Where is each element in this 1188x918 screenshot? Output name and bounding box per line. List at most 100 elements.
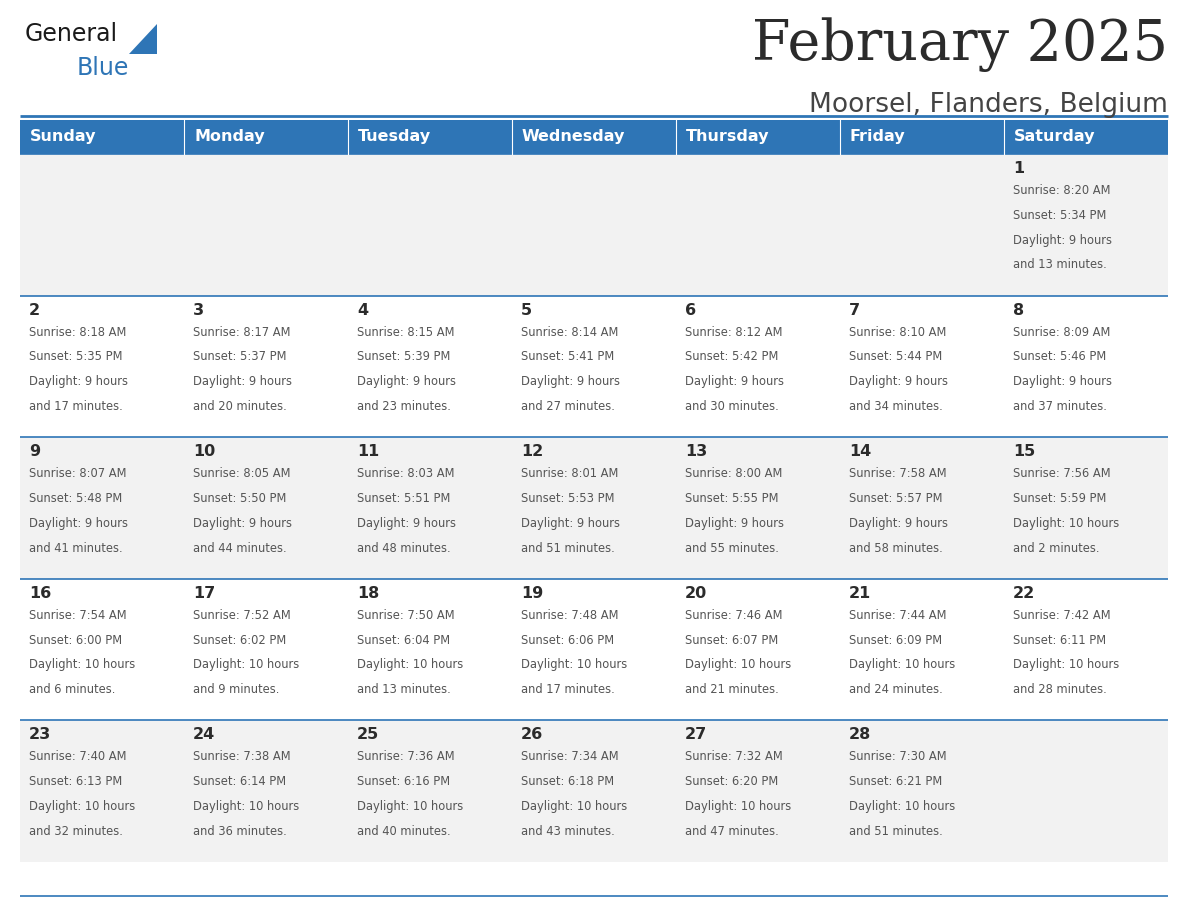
Text: Monday: Monday: [194, 129, 265, 144]
Text: 6: 6: [685, 303, 696, 318]
Text: Sunset: 5:37 PM: Sunset: 5:37 PM: [192, 351, 286, 364]
Text: 24: 24: [192, 727, 215, 743]
Bar: [184, 120, 348, 154]
Text: Sunset: 6:07 PM: Sunset: 6:07 PM: [685, 633, 778, 646]
Text: Sunset: 6:16 PM: Sunset: 6:16 PM: [358, 775, 450, 789]
Text: Daylight: 9 hours: Daylight: 9 hours: [1013, 375, 1112, 388]
Bar: [20, 579, 1168, 721]
Text: 12: 12: [522, 444, 543, 459]
Text: 11: 11: [358, 444, 379, 459]
Text: Sunset: 5:41 PM: Sunset: 5:41 PM: [522, 351, 614, 364]
Text: Sunrise: 7:30 AM: Sunrise: 7:30 AM: [849, 750, 947, 764]
Text: 26: 26: [522, 727, 543, 743]
Bar: [840, 120, 1004, 154]
Text: Sunrise: 7:36 AM: Sunrise: 7:36 AM: [358, 750, 455, 764]
Text: Daylight: 10 hours: Daylight: 10 hours: [849, 800, 955, 813]
Text: Sunset: 6:04 PM: Sunset: 6:04 PM: [358, 633, 450, 646]
Text: Sunrise: 8:18 AM: Sunrise: 8:18 AM: [29, 326, 126, 339]
Text: 9: 9: [29, 444, 40, 459]
Text: Sunset: 6:18 PM: Sunset: 6:18 PM: [522, 775, 614, 789]
Text: Sunrise: 7:58 AM: Sunrise: 7:58 AM: [849, 467, 947, 480]
Bar: [20, 120, 184, 154]
Text: 3: 3: [192, 303, 204, 318]
Text: Daylight: 9 hours: Daylight: 9 hours: [685, 375, 784, 388]
Text: Sunset: 6:21 PM: Sunset: 6:21 PM: [849, 775, 942, 789]
Text: and 37 minutes.: and 37 minutes.: [1013, 400, 1107, 413]
Text: 4: 4: [358, 303, 368, 318]
Text: Daylight: 9 hours: Daylight: 9 hours: [685, 517, 784, 530]
Text: Daylight: 9 hours: Daylight: 9 hours: [358, 375, 456, 388]
Text: Daylight: 9 hours: Daylight: 9 hours: [1013, 233, 1112, 247]
Text: Sunset: 6:20 PM: Sunset: 6:20 PM: [685, 775, 778, 789]
Bar: [20, 721, 1168, 862]
Text: Sunrise: 8:05 AM: Sunrise: 8:05 AM: [192, 467, 291, 480]
Text: Sunrise: 7:56 AM: Sunrise: 7:56 AM: [1013, 467, 1111, 480]
Text: Moorsel, Flanders, Belgium: Moorsel, Flanders, Belgium: [809, 92, 1168, 118]
Text: Daylight: 10 hours: Daylight: 10 hours: [522, 658, 627, 671]
Text: Sunrise: 7:42 AM: Sunrise: 7:42 AM: [1013, 609, 1111, 621]
Text: Daylight: 10 hours: Daylight: 10 hours: [1013, 658, 1119, 671]
Text: Sunrise: 7:32 AM: Sunrise: 7:32 AM: [685, 750, 783, 764]
Text: 28: 28: [849, 727, 871, 743]
Text: Sunrise: 8:09 AM: Sunrise: 8:09 AM: [1013, 326, 1111, 339]
Text: 13: 13: [685, 444, 707, 459]
Text: and 34 minutes.: and 34 minutes.: [849, 400, 943, 413]
Text: Sunrise: 8:07 AM: Sunrise: 8:07 AM: [29, 467, 126, 480]
Text: and 51 minutes.: and 51 minutes.: [849, 824, 943, 838]
Text: Sunset: 5:53 PM: Sunset: 5:53 PM: [522, 492, 614, 505]
Text: 22: 22: [1013, 586, 1035, 600]
Bar: [20, 154, 1168, 296]
Text: Sunset: 5:51 PM: Sunset: 5:51 PM: [358, 492, 450, 505]
Text: and 36 minutes.: and 36 minutes.: [192, 824, 286, 838]
Text: and 51 minutes.: and 51 minutes.: [522, 542, 614, 554]
Text: Daylight: 9 hours: Daylight: 9 hours: [522, 517, 620, 530]
Text: 27: 27: [685, 727, 707, 743]
Text: and 55 minutes.: and 55 minutes.: [685, 542, 779, 554]
Text: Sunrise: 8:15 AM: Sunrise: 8:15 AM: [358, 326, 455, 339]
Text: Sunday: Sunday: [30, 129, 96, 144]
Text: and 2 minutes.: and 2 minutes.: [1013, 542, 1100, 554]
Text: 20: 20: [685, 586, 707, 600]
Text: and 40 minutes.: and 40 minutes.: [358, 824, 450, 838]
Text: 8: 8: [1013, 303, 1024, 318]
Text: Sunset: 6:11 PM: Sunset: 6:11 PM: [1013, 633, 1106, 646]
Text: and 30 minutes.: and 30 minutes.: [685, 400, 779, 413]
Text: Daylight: 10 hours: Daylight: 10 hours: [522, 800, 627, 813]
Text: and 41 minutes.: and 41 minutes.: [29, 542, 122, 554]
Text: Sunrise: 7:44 AM: Sunrise: 7:44 AM: [849, 609, 947, 621]
Text: Sunset: 5:50 PM: Sunset: 5:50 PM: [192, 492, 286, 505]
Bar: [20, 296, 1168, 437]
Text: and 24 minutes.: and 24 minutes.: [849, 683, 943, 696]
Text: 15: 15: [1013, 444, 1035, 459]
Text: Sunrise: 7:52 AM: Sunrise: 7:52 AM: [192, 609, 291, 621]
Text: 7: 7: [849, 303, 860, 318]
Bar: [1004, 120, 1168, 154]
Text: and 23 minutes.: and 23 minutes.: [358, 400, 451, 413]
Text: Wednesday: Wednesday: [522, 129, 625, 144]
Text: and 44 minutes.: and 44 minutes.: [192, 542, 286, 554]
Text: Sunrise: 8:03 AM: Sunrise: 8:03 AM: [358, 467, 455, 480]
Text: Daylight: 9 hours: Daylight: 9 hours: [849, 375, 948, 388]
Text: Daylight: 10 hours: Daylight: 10 hours: [685, 800, 791, 813]
Text: Saturday: Saturday: [1015, 129, 1095, 144]
Text: Sunset: 5:55 PM: Sunset: 5:55 PM: [685, 492, 778, 505]
Text: Sunset: 5:34 PM: Sunset: 5:34 PM: [1013, 208, 1106, 222]
Text: Sunrise: 7:54 AM: Sunrise: 7:54 AM: [29, 609, 127, 621]
Text: Sunset: 5:48 PM: Sunset: 5:48 PM: [29, 492, 122, 505]
Text: Sunset: 6:14 PM: Sunset: 6:14 PM: [192, 775, 286, 789]
Text: 18: 18: [358, 586, 379, 600]
Text: Sunrise: 7:34 AM: Sunrise: 7:34 AM: [522, 750, 619, 764]
Text: Daylight: 9 hours: Daylight: 9 hours: [358, 517, 456, 530]
Text: Sunrise: 7:40 AM: Sunrise: 7:40 AM: [29, 750, 126, 764]
Text: Sunrise: 7:50 AM: Sunrise: 7:50 AM: [358, 609, 455, 621]
Text: and 58 minutes.: and 58 minutes.: [849, 542, 943, 554]
Text: 2: 2: [29, 303, 40, 318]
Text: Daylight: 9 hours: Daylight: 9 hours: [849, 517, 948, 530]
Text: Daylight: 10 hours: Daylight: 10 hours: [192, 800, 299, 813]
Text: Daylight: 10 hours: Daylight: 10 hours: [29, 658, 135, 671]
Text: Daylight: 9 hours: Daylight: 9 hours: [522, 375, 620, 388]
Text: Daylight: 10 hours: Daylight: 10 hours: [29, 800, 135, 813]
Text: and 27 minutes.: and 27 minutes.: [522, 400, 615, 413]
Text: Daylight: 10 hours: Daylight: 10 hours: [358, 658, 463, 671]
Text: and 43 minutes.: and 43 minutes.: [522, 824, 614, 838]
